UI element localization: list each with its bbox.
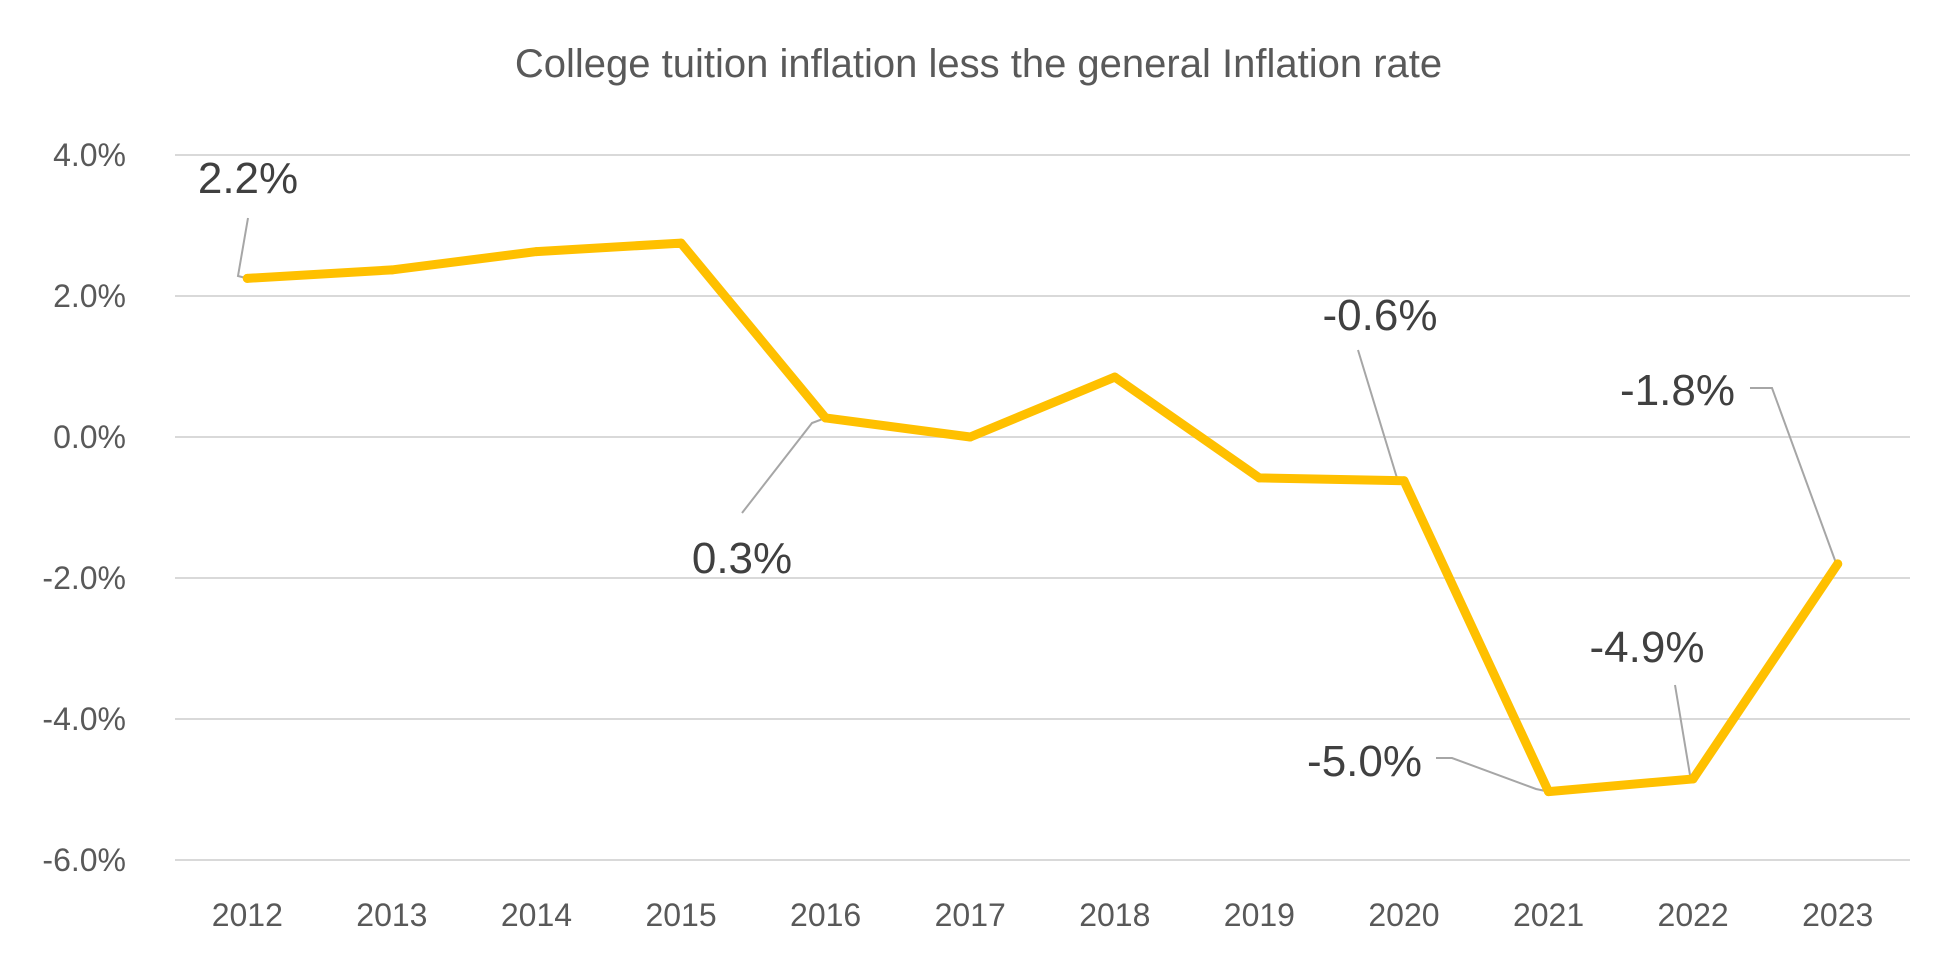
data-point: [1688, 774, 1698, 784]
x-tick-label: 2023: [1802, 897, 1873, 933]
y-tick-label: 4.0%: [53, 137, 126, 173]
data-point: [1254, 473, 1264, 483]
data-label: 0.3%: [692, 534, 792, 583]
x-tick-label: 2016: [790, 897, 861, 933]
data-label: -5.0%: [1307, 737, 1422, 786]
x-tick-label: 2012: [212, 897, 283, 933]
data-point: [1544, 787, 1554, 797]
data-label: 2.2%: [198, 154, 298, 203]
y-tick-label: 0.0%: [53, 419, 126, 455]
x-tick-label: 2014: [501, 897, 572, 933]
x-tick-label: 2013: [356, 897, 427, 933]
x-tick-label: 2019: [1224, 897, 1295, 933]
gridlines: [175, 154, 1910, 861]
data-point: [531, 247, 541, 257]
data-label: -0.6%: [1323, 291, 1438, 340]
data-label-leader-line: [1750, 387, 1839, 565]
data-point: [1399, 476, 1409, 486]
chart-title: College tuition inflation less the gener…: [514, 42, 1443, 86]
data-label: -1.8%: [1620, 366, 1735, 415]
x-axis-tick-labels: 2012 2013 2014 2015 2016 2017 2018 2019 2020 2021…: [212, 897, 1874, 933]
data-point: [242, 273, 252, 283]
y-axis-tick-labels: 4.0% 2.0% 0.0% -2.0% -4.0% -6.0%: [42, 137, 126, 878]
x-tick-label: 2022: [1658, 897, 1729, 933]
data-label-leader-line: [1674, 684, 1694, 780]
series-layer: [242, 238, 1843, 797]
x-tick-label: 2018: [1079, 897, 1150, 933]
data-label-leader-line: [741, 417, 826, 514]
data-labels: 2.2% 0.3% -0.6% -5.0% -4.9% -1.8%: [198, 154, 1735, 786]
y-tick-label: -6.0%: [42, 842, 126, 878]
data-point: [1110, 372, 1120, 382]
data-label-leader-line: [1357, 349, 1405, 482]
data-point: [676, 238, 686, 248]
data-point: [965, 432, 975, 442]
data-point: [821, 413, 831, 423]
series-line: [242, 238, 1843, 797]
y-tick-label: -4.0%: [42, 701, 126, 737]
data-point: [387, 265, 397, 275]
x-tick-label: 2020: [1368, 897, 1439, 933]
data-label-leader-line: [1436, 757, 1549, 793]
x-tick-label: 2015: [645, 897, 716, 933]
x-tick-label: 2017: [935, 897, 1006, 933]
data-label: -4.9%: [1590, 623, 1705, 672]
data-label-leader-line: [236, 217, 249, 280]
y-tick-label: -2.0%: [42, 560, 126, 596]
data-label-leader-lines: [236, 217, 1839, 793]
data-point: [1833, 559, 1843, 569]
x-tick-label: 2021: [1513, 897, 1584, 933]
y-tick-label: 2.0%: [53, 278, 126, 314]
